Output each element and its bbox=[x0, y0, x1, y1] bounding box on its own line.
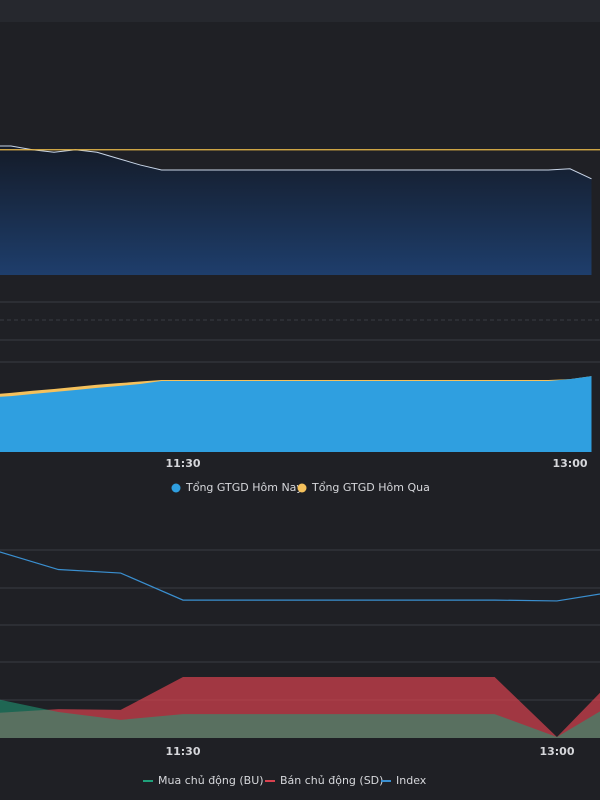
legend-label: Tổng GTGD Hôm Qua bbox=[311, 481, 430, 494]
line bbox=[0, 145, 592, 180]
plots bbox=[0, 145, 600, 738]
legend-label: Mua chủ động (BU) bbox=[158, 774, 264, 787]
legend-marker bbox=[297, 483, 307, 493]
index-line bbox=[0, 551, 600, 602]
x-tick-label: 11:30 bbox=[165, 457, 200, 470]
legend-marker bbox=[171, 483, 181, 493]
area bbox=[0, 699, 600, 738]
area bbox=[0, 145, 592, 275]
x-tick-label: 11:30 bbox=[165, 745, 200, 758]
legend-label: Bán chủ động (SD) bbox=[280, 774, 383, 787]
x-tick-label: 13:00 bbox=[539, 745, 574, 758]
legend-label: Tổng GTGD Hôm Nay bbox=[185, 481, 303, 494]
top-bar bbox=[0, 0, 600, 22]
x-tick-label: 13:00 bbox=[552, 457, 587, 470]
area bbox=[0, 376, 592, 452]
legend-label: Index bbox=[396, 774, 427, 787]
